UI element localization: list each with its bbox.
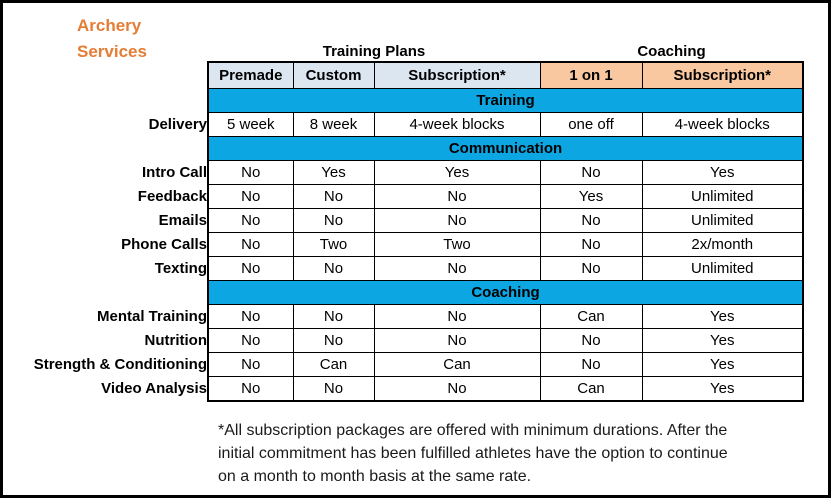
column-header-premade: Premade xyxy=(207,61,294,89)
row-label-spacer xyxy=(8,89,208,113)
table-cell: No xyxy=(292,184,375,209)
table-cell: No xyxy=(207,232,294,257)
table-cell: 2x/month xyxy=(641,232,804,257)
section-band-communication: Communication xyxy=(207,136,804,161)
table-cell: No xyxy=(539,232,643,257)
table-cell: No xyxy=(292,376,375,402)
table-cell: No xyxy=(207,256,294,281)
table-cell: No xyxy=(539,160,643,185)
row-label: Phone Calls xyxy=(121,236,207,253)
row-label-spacer xyxy=(8,62,208,89)
row-label: Strength & Conditioning xyxy=(33,356,207,373)
row-label: Delivery xyxy=(148,116,207,133)
table-cell: Unlimited xyxy=(641,208,804,233)
row-label: Mental Training xyxy=(96,308,207,325)
table-row: Strength & Conditioning No Can Can No Ye… xyxy=(8,352,804,377)
subscription-footnote: *All subscription packages are offered w… xyxy=(218,419,728,488)
column-header-1on1: 1 on 1 xyxy=(539,61,643,89)
row-label: Intro Call xyxy=(141,164,207,181)
table-cell: No xyxy=(292,208,375,233)
table-cell: Can xyxy=(539,376,643,402)
services-comparison-table: Training Plans Coaching Premade Custom S… xyxy=(8,41,804,402)
table-cell: No xyxy=(373,376,541,402)
row-label: Video Analysis xyxy=(101,380,207,398)
page-title: Archery Services xyxy=(77,13,147,65)
row-label: Texting xyxy=(154,260,207,277)
table-cell: No xyxy=(539,328,643,353)
table-cell: No xyxy=(207,304,294,329)
row-label-spacer xyxy=(8,137,208,161)
table-cell: No xyxy=(207,208,294,233)
group-header-training-plans: Training Plans xyxy=(322,42,426,60)
table-cell: Yes xyxy=(539,184,643,209)
table-cell: No xyxy=(207,184,294,209)
table-cell: Can xyxy=(292,352,375,377)
column-header-custom: Custom xyxy=(292,61,375,89)
table-cell: Yes xyxy=(641,328,804,353)
page-title-line1: Archery xyxy=(77,16,142,35)
table-cell: Yes xyxy=(373,160,541,185)
table-cell: Unlimited xyxy=(641,184,804,209)
table-row: Nutrition No No No No Yes xyxy=(8,328,804,353)
table-row: Delivery 5 week 8 week 4-week blocks one… xyxy=(8,112,804,137)
row-label: Nutrition xyxy=(144,332,207,349)
section-band-row: Training xyxy=(8,88,804,113)
table-row: Emails No No No No Unlimited xyxy=(8,208,804,233)
table-row: Feedback No No No Yes Unlimited xyxy=(8,184,804,209)
table-cell: No xyxy=(539,256,643,281)
table-cell: Yes xyxy=(641,376,804,402)
table-cell: one off xyxy=(539,112,643,137)
column-group-row: Training Plans Coaching xyxy=(8,41,803,62)
footnote-line1: *All subscription packages are offered w… xyxy=(218,422,728,439)
table-cell: Yes xyxy=(641,160,804,185)
table-cell: No xyxy=(207,328,294,353)
column-header-row: Premade Custom Subscription* 1 on 1 Subs… xyxy=(8,61,804,89)
table-cell: No xyxy=(373,184,541,209)
table-cell: No xyxy=(539,352,643,377)
section-band-row: Communication xyxy=(8,136,804,161)
table-row: Intro Call No Yes Yes No Yes xyxy=(8,160,804,185)
table-cell: Can xyxy=(373,352,541,377)
table-cell: Unlimited xyxy=(641,256,804,281)
table-cell: Can xyxy=(539,304,643,329)
row-label: Emails xyxy=(158,212,207,229)
column-header-subscription-training: Subscription* xyxy=(373,61,541,89)
section-band-coaching: Coaching xyxy=(207,280,804,305)
table-cell: No xyxy=(207,376,294,402)
column-header-subscription-coaching: Subscription* xyxy=(641,61,804,89)
table-cell: No xyxy=(373,208,541,233)
row-label-spacer xyxy=(8,281,208,305)
table-cell: Yes xyxy=(292,160,375,185)
table-cell: No xyxy=(539,208,643,233)
table-row: Mental Training No No No Can Yes xyxy=(8,304,804,329)
table-cell: No xyxy=(373,328,541,353)
table-cell: No xyxy=(373,256,541,281)
footnote-line3: on a month to month basis at the same ra… xyxy=(218,468,532,485)
table-cell: No xyxy=(292,256,375,281)
page-title-line2: Services xyxy=(77,42,147,61)
row-label: Feedback xyxy=(137,188,207,205)
table-row: Phone Calls No Two Two No 2x/month xyxy=(8,232,804,257)
group-header-coaching: Coaching xyxy=(637,42,706,60)
row-label-spacer xyxy=(8,41,208,62)
footnote-line2: initial commitment has been fulfilled at… xyxy=(218,445,728,462)
table-cell: 5 week xyxy=(207,112,294,137)
table-row: Texting No No No No Unlimited xyxy=(8,256,804,281)
table-cell: Yes xyxy=(641,352,804,377)
table-row: Video Analysis No No No Can Yes xyxy=(8,376,804,402)
table-cell: 4-week blocks xyxy=(641,112,804,137)
table-cell: No xyxy=(292,304,375,329)
table-cell: Two xyxy=(292,232,375,257)
table-cell: No xyxy=(207,160,294,185)
table-cell: 4-week blocks xyxy=(373,112,541,137)
section-band-row: Coaching xyxy=(8,280,804,305)
table-cell: Two xyxy=(373,232,541,257)
table-cell: 8 week xyxy=(292,112,375,137)
table-cell: No xyxy=(373,304,541,329)
table-cell: Yes xyxy=(641,304,804,329)
table-cell: No xyxy=(292,328,375,353)
table-cell: No xyxy=(207,352,294,377)
section-band-training: Training xyxy=(207,88,804,113)
